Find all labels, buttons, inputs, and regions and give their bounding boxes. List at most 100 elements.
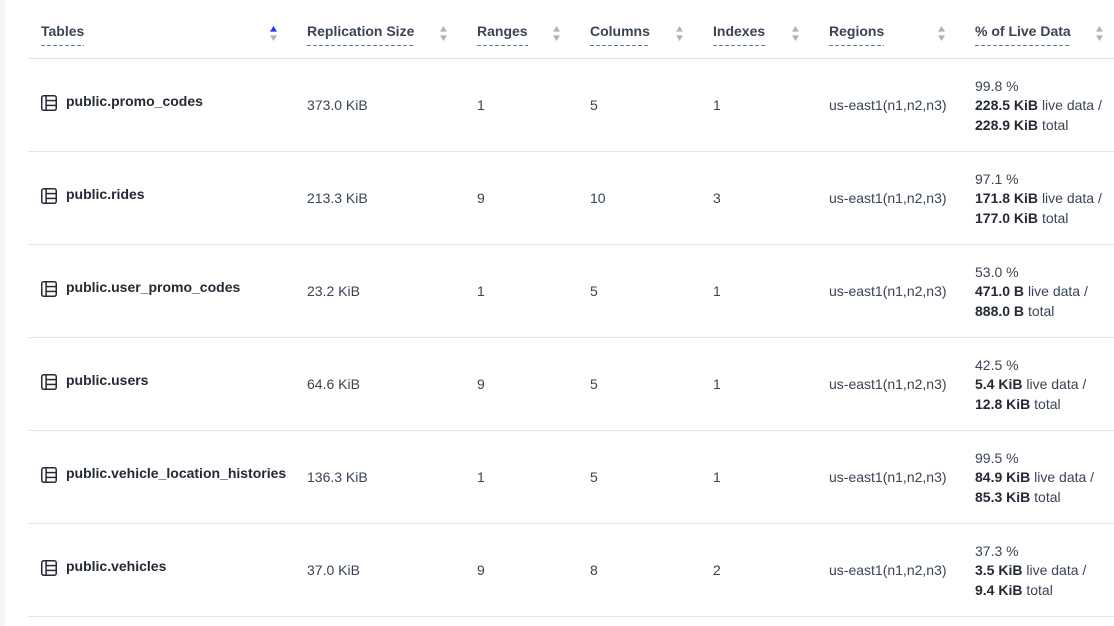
cell-columns: 5 <box>577 430 700 524</box>
cell-ranges: 9 <box>464 151 577 245</box>
live-data-size: 228.5 KiB live data / <box>975 97 1102 114</box>
table-icon <box>41 280 57 297</box>
database-tables-section: Tables Replication Size Ranges <box>28 0 1114 617</box>
cell-ranges: 9 <box>464 337 577 431</box>
cell-table-name: public.user_promo_codes <box>28 244 294 338</box>
cell-live-data: 53.0 % 471.0 B live data / 888.0 B total <box>962 244 1114 338</box>
cell-replication-size: 37.0 KiB <box>294 523 464 617</box>
live-data-percent: 97.1 % <box>975 170 1019 187</box>
table-icon <box>41 373 57 390</box>
cell-columns: 5 <box>577 337 700 431</box>
cell-indexes: 1 <box>700 58 816 152</box>
table-name-link[interactable]: public.promo_codes <box>66 93 203 109</box>
sort-arrows-icon <box>1096 26 1103 41</box>
column-header-live-data-label: % of Live Data <box>975 23 1071 46</box>
cell-replication-size: 23.2 KiB <box>294 244 464 338</box>
live-data-percent: 53.0 % <box>975 263 1019 280</box>
table-row: public.users 64.6 KiB 9 5 1 us-east1(n1,… <box>28 337 1114 431</box>
table-icon <box>41 466 57 483</box>
cell-table-name: public.vehicle_location_histories <box>28 430 294 524</box>
cell-regions: us-east1(n1,n2,n3) <box>816 58 962 152</box>
cell-live-data: 99.5 % 84.9 KiB live data / 85.3 KiB tot… <box>962 430 1114 524</box>
total-data-size: 177.0 KiB total <box>975 209 1069 226</box>
cell-indexes: 1 <box>700 430 816 524</box>
sort-arrows-icon <box>270 26 277 41</box>
table-icon <box>41 94 57 111</box>
sort-arrows-icon <box>938 26 945 41</box>
cell-columns: 8 <box>577 523 700 617</box>
live-data-size: 84.9 KiB live data / <box>975 469 1095 486</box>
table-body: public.promo_codes 373.0 KiB 1 5 1 us-ea… <box>28 58 1114 617</box>
total-data-size: 888.0 B total <box>975 302 1055 319</box>
table-name-link[interactable]: public.user_promo_codes <box>66 279 241 295</box>
column-header-tables[interactable]: Tables <box>28 0 294 59</box>
sort-arrows-icon <box>553 26 560 41</box>
live-data-size: 171.8 KiB live data / <box>975 190 1102 207</box>
column-header-tables-label: Tables <box>41 23 85 46</box>
table-header: Tables Replication Size Ranges <box>28 0 1114 59</box>
table-row: public.vehicles 37.0 KiB 9 8 2 us-east1(… <box>28 523 1114 617</box>
cell-regions: us-east1(n1,n2,n3) <box>816 337 962 431</box>
live-data-percent: 42.5 % <box>975 356 1019 373</box>
cell-live-data: 97.1 % 171.8 KiB live data / 177.0 KiB t… <box>962 151 1114 245</box>
total-data-size: 228.9 KiB total <box>975 116 1069 133</box>
column-header-live-data[interactable]: % of Live Data <box>962 0 1114 59</box>
table-name-link[interactable]: public.rides <box>66 186 145 202</box>
column-header-ranges[interactable]: Ranges <box>464 0 577 59</box>
database-tables-table: Tables Replication Size Ranges <box>28 0 1114 617</box>
cell-columns: 5 <box>577 58 700 152</box>
page-left-gutter <box>0 0 5 626</box>
cell-table-name: public.vehicles <box>28 523 294 617</box>
live-data-size: 5.4 KiB live data / <box>975 376 1087 393</box>
cell-columns: 10 <box>577 151 700 245</box>
column-header-indexes-label: Indexes <box>713 23 766 46</box>
live-data-percent: 99.5 % <box>975 449 1019 466</box>
total-data-size: 85.3 KiB total <box>975 488 1061 505</box>
live-data-size: 3.5 KiB live data / <box>975 562 1087 579</box>
cell-replication-size: 213.3 KiB <box>294 151 464 245</box>
cell-table-name: public.rides <box>28 151 294 245</box>
table-icon <box>41 559 57 576</box>
column-header-columns-label: Columns <box>590 23 650 46</box>
cell-regions: us-east1(n1,n2,n3) <box>816 244 962 338</box>
sort-arrows-icon <box>440 26 447 41</box>
live-data-percent: 99.8 % <box>975 77 1019 94</box>
cell-live-data: 99.8 % 228.5 KiB live data / 228.9 KiB t… <box>962 58 1114 152</box>
column-header-replication-size[interactable]: Replication Size <box>294 0 464 59</box>
cell-table-name: public.users <box>28 337 294 431</box>
sort-arrows-icon <box>676 26 683 41</box>
cell-columns: 5 <box>577 244 700 338</box>
cell-indexes: 3 <box>700 151 816 245</box>
cell-live-data: 42.5 % 5.4 KiB live data / 12.8 KiB tota… <box>962 337 1114 431</box>
column-header-regions[interactable]: Regions <box>816 0 962 59</box>
table-row: public.rides 213.3 KiB 9 10 3 us-east1(n… <box>28 151 1114 245</box>
column-header-indexes[interactable]: Indexes <box>700 0 816 59</box>
cell-indexes: 1 <box>700 337 816 431</box>
cell-replication-size: 136.3 KiB <box>294 430 464 524</box>
table-name-link[interactable]: public.vehicles <box>66 558 167 574</box>
table-name-link[interactable]: public.users <box>66 372 149 388</box>
table-row: public.user_promo_codes 23.2 KiB 1 5 1 u… <box>28 244 1114 338</box>
column-header-replication-size-label: Replication Size <box>307 23 415 46</box>
table-name-link[interactable]: public.vehicle_location_histories <box>66 465 287 481</box>
live-data-percent: 37.3 % <box>975 542 1019 559</box>
column-header-ranges-label: Ranges <box>477 23 528 46</box>
cell-replication-size: 373.0 KiB <box>294 58 464 152</box>
table-icon <box>41 187 57 204</box>
cell-ranges: 1 <box>464 244 577 338</box>
cell-regions: us-east1(n1,n2,n3) <box>816 151 962 245</box>
total-data-size: 9.4 KiB total <box>975 581 1053 598</box>
cell-indexes: 2 <box>700 523 816 617</box>
cell-regions: us-east1(n1,n2,n3) <box>816 523 962 617</box>
total-data-size: 12.8 KiB total <box>975 395 1061 412</box>
column-header-columns[interactable]: Columns <box>577 0 700 59</box>
cell-live-data: 37.3 % 3.5 KiB live data / 9.4 KiB total <box>962 523 1114 617</box>
live-data-size: 471.0 B live data / <box>975 283 1088 300</box>
cell-regions: us-east1(n1,n2,n3) <box>816 430 962 524</box>
cell-replication-size: 64.6 KiB <box>294 337 464 431</box>
cell-ranges: 1 <box>464 430 577 524</box>
cell-indexes: 1 <box>700 244 816 338</box>
table-row: public.vehicle_location_histories 136.3 … <box>28 430 1114 524</box>
column-header-regions-label: Regions <box>829 23 885 46</box>
